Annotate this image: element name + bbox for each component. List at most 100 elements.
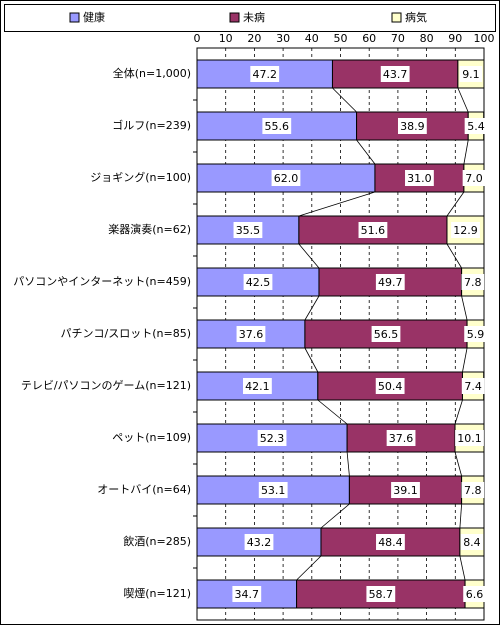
series-line <box>454 451 462 477</box>
series-line <box>296 555 322 581</box>
value-label-bg <box>375 378 405 394</box>
value-label: 5.4 <box>467 120 485 133</box>
x-tick-label: 90 <box>448 32 462 45</box>
value-label: 43.2 <box>247 536 272 549</box>
series-line <box>462 347 468 373</box>
value-label-bg <box>463 586 486 602</box>
value-label-bg <box>459 66 483 82</box>
category-label: ペット(n=109) <box>112 431 191 444</box>
value-label: 8.4 <box>463 536 481 549</box>
value-label: 47.2 <box>252 68 277 81</box>
series-line <box>463 139 469 165</box>
value-label: 34.7 <box>235 588 260 601</box>
value-label: 7.8 <box>464 276 482 289</box>
x-tick-label: 80 <box>420 32 434 45</box>
value-label: 53.1 <box>261 484 286 497</box>
series-line <box>346 451 350 477</box>
value-label: 39.1 <box>393 484 418 497</box>
value-label-bg <box>250 66 280 82</box>
value-label: 48.4 <box>378 536 403 549</box>
value-label: 43.7 <box>383 68 408 81</box>
value-label-bg <box>461 274 485 290</box>
value-label-bg <box>258 482 288 498</box>
value-label: 49.7 <box>378 276 403 289</box>
value-label: 7.8 <box>464 484 482 497</box>
category-label: パソコンやインターネット(n=459) <box>13 275 191 288</box>
value-label-bg <box>244 534 274 550</box>
x-tick-label: 40 <box>305 32 319 45</box>
value-label-bg <box>464 118 488 134</box>
value-label-bg <box>380 66 410 82</box>
x-tick-label: 10 <box>219 32 233 45</box>
x-tick-label: 60 <box>362 32 376 45</box>
series-line <box>457 87 469 113</box>
value-label-bg <box>236 326 266 342</box>
value-label-bg <box>257 430 287 446</box>
value-label-bg <box>462 170 486 186</box>
value-label: 6.6 <box>466 588 484 601</box>
value-label-bg <box>460 534 484 550</box>
value-label-bg <box>376 534 405 550</box>
bar <box>374 163 465 193</box>
series-line <box>459 503 463 529</box>
series-line <box>320 503 350 529</box>
value-label: 10.1 <box>457 432 482 445</box>
value-label-bg <box>405 170 434 186</box>
series-line <box>454 399 463 425</box>
value-label: 62.0 <box>274 172 299 185</box>
value-label-bg <box>386 430 416 446</box>
category-label: パチンコ/スロット(n=85) <box>61 327 191 340</box>
legend-label: 病気 <box>405 10 427 24</box>
category-label: 全体(n=1,000) <box>113 66 191 80</box>
series-line <box>459 555 466 581</box>
value-label: 37.6 <box>239 328 264 341</box>
category-label: ゴルフ(n=239) <box>112 118 191 132</box>
x-tick-label: 0 <box>194 32 201 45</box>
legend-swatch <box>391 12 402 23</box>
series-line <box>304 295 320 321</box>
legend-swatch <box>229 12 240 23</box>
value-label-bg <box>461 482 485 498</box>
value-label: 37.6 <box>389 432 414 445</box>
bar <box>320 527 461 557</box>
x-tick-label: 100 <box>474 32 495 45</box>
value-label-bg <box>232 586 262 602</box>
value-label: 7.0 <box>465 172 483 185</box>
value-label: 51.6 <box>361 224 386 237</box>
value-label: 42.1 <box>245 380 270 393</box>
x-tick-label: 50 <box>334 32 348 45</box>
x-tick-label: 30 <box>276 32 290 45</box>
x-tick-label: 70 <box>391 32 405 45</box>
value-label: 55.6 <box>265 120 290 133</box>
value-label-bg <box>455 430 484 446</box>
value-label: 42.5 <box>246 276 271 289</box>
value-label-bg <box>375 274 405 290</box>
x-tick-label: 20 <box>247 32 261 45</box>
value-label: 50.4 <box>378 380 403 393</box>
category-label: オートバイ(n=64) <box>97 483 191 496</box>
value-label-bg <box>451 222 480 238</box>
legend-box <box>4 4 496 32</box>
value-label-bg <box>358 222 388 238</box>
category-label: ジョギング(n=100) <box>90 170 191 184</box>
value-label-bg <box>366 586 396 602</box>
series-line <box>298 243 320 269</box>
value-label: 58.7 <box>369 588 394 601</box>
value-label-bg <box>461 378 485 394</box>
value-label-bg <box>397 118 427 134</box>
value-label-bg <box>391 482 420 498</box>
series-line <box>298 191 376 217</box>
value-label: 35.5 <box>236 224 261 237</box>
value-label: 7.4 <box>464 380 482 393</box>
legend-swatch <box>69 12 80 23</box>
category-label: 喫煙(n=121) <box>123 587 191 600</box>
value-label: 38.9 <box>400 120 425 133</box>
category-label: 楽器演奏(n=62) <box>108 222 191 236</box>
series-line <box>461 295 468 321</box>
value-label: 12.9 <box>453 224 478 237</box>
category-label: テレビ/パソコンのゲーム(n=121) <box>21 379 191 392</box>
value-label-bg <box>262 118 292 134</box>
bar <box>196 319 306 349</box>
value-label: 52.3 <box>260 432 285 445</box>
